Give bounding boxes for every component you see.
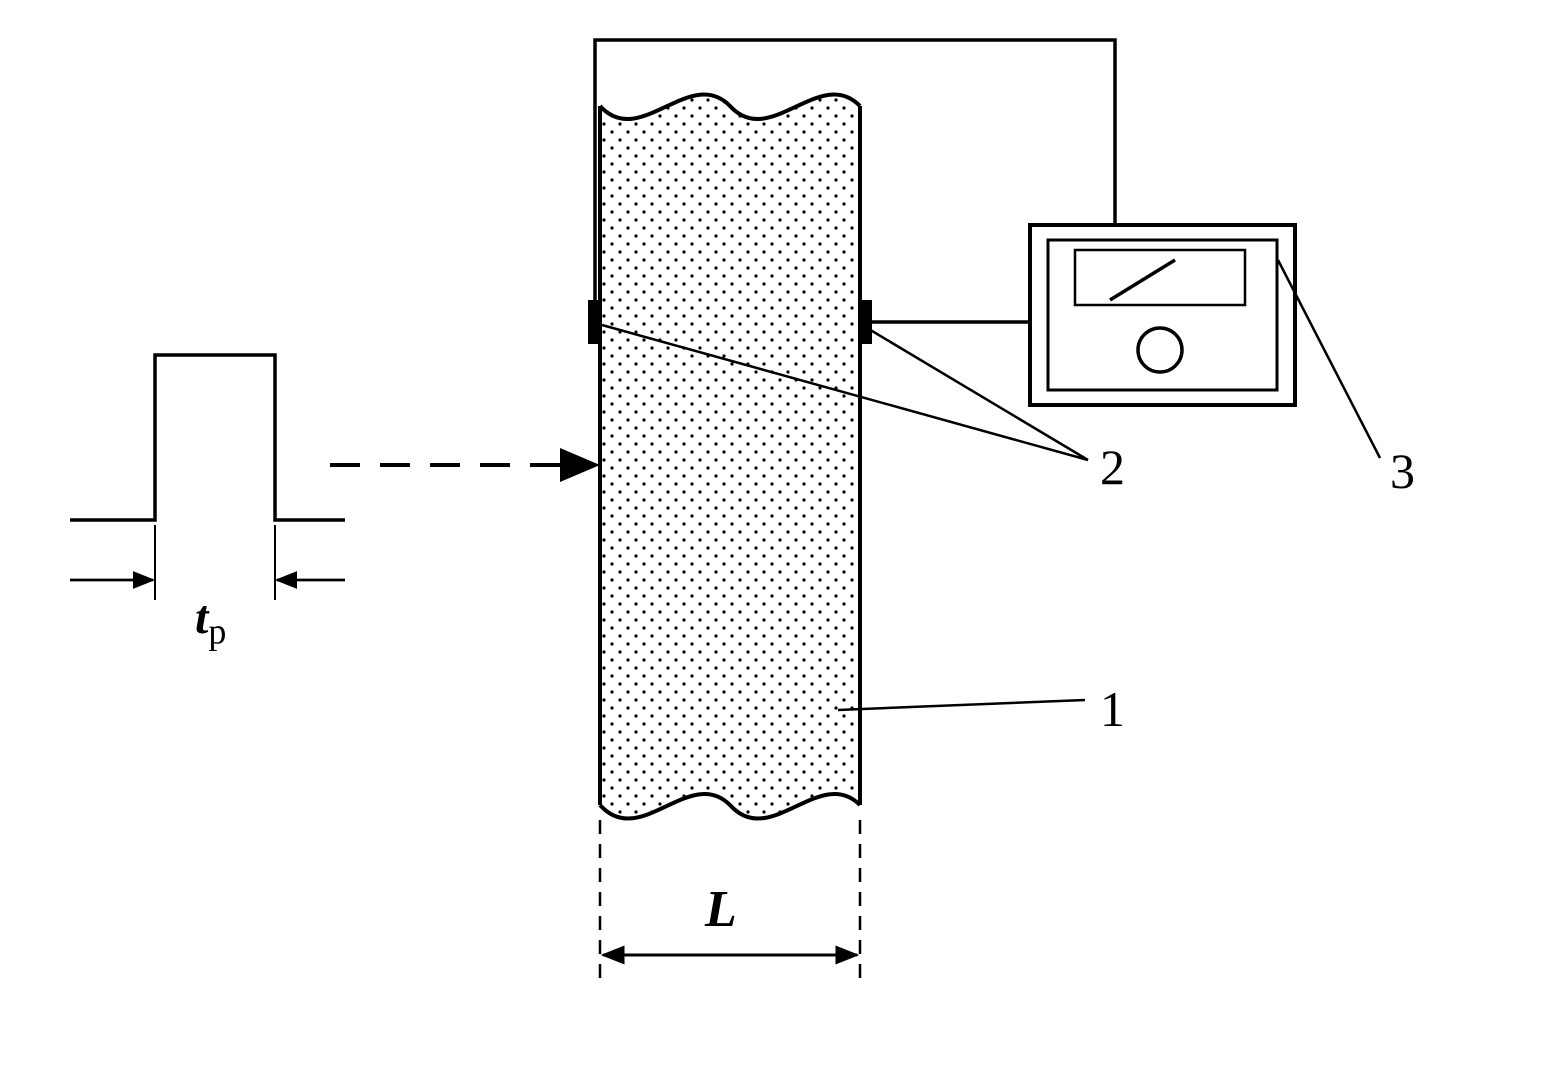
callout-3: 3 [1390,442,1415,500]
pulse-duration-label: tp [195,590,226,653]
thickness-label: L [705,880,737,939]
schematic-diagram: tp L 1 2 3 [0,0,1547,1068]
pulse-waveform [70,355,345,600]
measuring-instrument [1030,225,1295,405]
sample-slab [595,94,865,818]
callout-1: 1 [1100,680,1125,738]
callout-2: 2 [1100,438,1125,496]
diagram-svg [0,0,1547,1068]
heat-pulse-arrow [330,448,600,482]
